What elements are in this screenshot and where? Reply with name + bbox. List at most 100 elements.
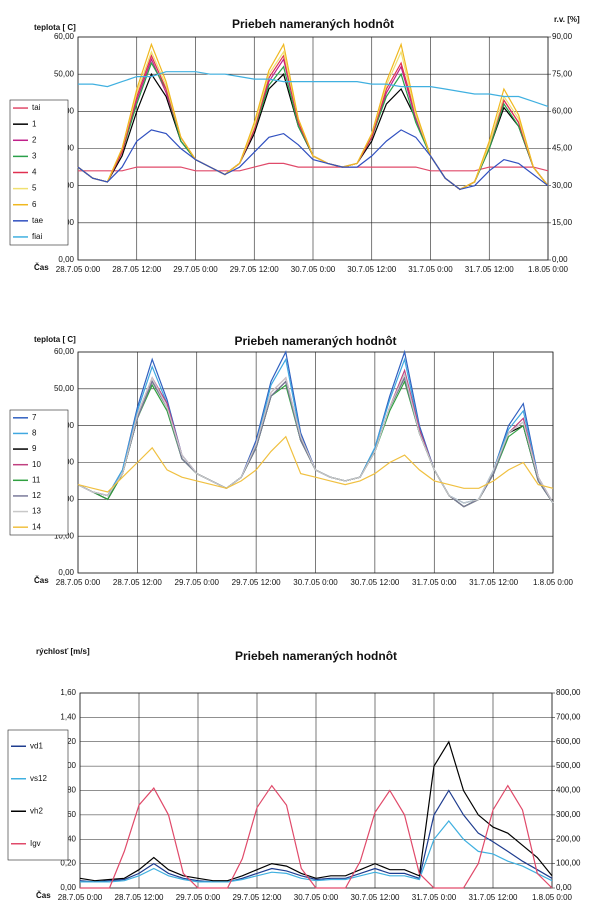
legend-label: 1: [32, 119, 37, 128]
y2-tick-label: 200,00: [556, 834, 581, 843]
x-tick-label: 28.7.05 0:00: [58, 893, 103, 902]
y-tick-label: 0,00: [60, 883, 76, 892]
x-tick-label: 30.7.05 0:00: [291, 265, 336, 274]
series-line: [79, 740, 553, 882]
y-axis-label: rýchlosť [m/s]: [36, 647, 90, 656]
x-tick-label: 29.7.05 0:00: [173, 265, 218, 274]
y2-tick-label: 0,00: [556, 883, 572, 892]
chart-title: Priebeh nameraných hodnôt: [234, 334, 396, 348]
y-tick-label: 1,40: [60, 712, 76, 721]
x-tick-label: 29.7.05 0:00: [176, 893, 221, 902]
y2-tick-label: 90,00: [552, 32, 573, 41]
legend-label: 6: [32, 200, 37, 209]
x-axis-label: Čas: [34, 263, 49, 272]
legend-box: [9, 409, 69, 536]
y-tick-label: 50,00: [54, 69, 75, 78]
x-tick-label: 29.7.05 12:00: [230, 265, 279, 274]
series-line: [77, 435, 554, 493]
y2-tick-label: 500,00: [556, 761, 581, 770]
legend-label: tai: [32, 103, 41, 112]
legend-label: 9: [32, 444, 37, 453]
x-axis-label: Čas: [34, 576, 49, 585]
y2-tick-label: 400,00: [556, 786, 581, 795]
legend-box: [7, 729, 69, 861]
y2-tick-label: 700,00: [556, 712, 581, 721]
y2-tick-label: 800,00: [556, 688, 581, 697]
series-line: [79, 789, 553, 883]
legend-label: vs12: [30, 774, 47, 783]
x-tick-label: 31.7.05 0:00: [412, 578, 457, 587]
y-tick-label: 0,00: [58, 568, 74, 577]
plot-frame: [77, 351, 554, 574]
x-tick-label: 29.7.05 0:00: [175, 578, 220, 587]
y-tick-label: 0,80: [60, 786, 76, 795]
x-tick-label: 31.7.05 12:00: [465, 265, 514, 274]
plot-frame: [77, 36, 549, 261]
legend-label: tae: [32, 216, 44, 225]
legend-label: 12: [32, 491, 41, 500]
y-tick-label: 0,00: [58, 255, 74, 264]
x-axis-label: Čas: [36, 891, 51, 900]
y-tick-label: 10,00: [54, 531, 75, 540]
x-tick-label: 31.7.05 12:00: [469, 893, 518, 902]
legend-label: 13: [32, 507, 41, 516]
series-line: [80, 820, 553, 883]
legend-label: fiai: [32, 232, 42, 241]
legend-label: 8: [32, 429, 37, 438]
x-tick-label: 1.8.05 0:00: [532, 893, 573, 902]
x-tick-label: 28.7.05 0:00: [56, 578, 101, 587]
x-tick-label: 31.7.05 0:00: [408, 265, 453, 274]
y2-tick-label: 75,00: [552, 69, 573, 78]
x-tick-label: 29.7.05 12:00: [232, 578, 281, 587]
y-tick-label: 50,00: [54, 384, 75, 393]
y2-axis-label: r.v. [%]: [554, 15, 580, 24]
y-tick-label: 0,20: [60, 859, 76, 868]
series-line: [77, 42, 549, 191]
y2-tick-label: 0,00: [552, 255, 568, 264]
x-tick-label: 28.7.05 12:00: [115, 893, 164, 902]
y-tick-label: 1,00: [60, 761, 76, 770]
x-tick-label: 30.7.05 0:00: [294, 893, 339, 902]
legend-label: vd1: [30, 741, 43, 750]
y-axis-label: teplota [ C]: [34, 335, 76, 344]
x-tick-label: 30.7.05 12:00: [350, 578, 399, 587]
x-tick-label: 28.7.05 0:00: [56, 265, 101, 274]
y-tick-label: 0,60: [60, 810, 76, 819]
series-line: [78, 71, 549, 107]
series-line: [80, 784, 553, 889]
series-line: [77, 129, 549, 191]
x-tick-label: 30.7.05 0:00: [293, 578, 338, 587]
y-axis-label: teplota [ C]: [34, 23, 76, 32]
legend-label: 5: [32, 184, 37, 193]
y2-tick-label: 45,00: [552, 144, 573, 153]
chart-title: Priebeh nameraných hodnôt: [235, 649, 397, 663]
x-tick-label: 1.8.05 0:00: [528, 265, 569, 274]
x-tick-label: 31.7.05 12:00: [469, 578, 518, 587]
x-tick-label: 29.7.05 12:00: [233, 893, 282, 902]
x-tick-label: 30.7.05 12:00: [347, 265, 396, 274]
y2-tick-label: 100,00: [556, 859, 581, 868]
legend-label: 14: [32, 522, 41, 531]
series-line: [78, 162, 549, 172]
chart-title: Priebeh nameraných hodnôt: [232, 17, 394, 31]
y2-tick-label: 15,00: [552, 218, 573, 227]
y2-tick-label: 60,00: [552, 106, 573, 115]
legend-label: Igv: [30, 839, 41, 848]
x-tick-label: 28.7.05 12:00: [113, 578, 162, 587]
x-tick-label: 30.7.05 12:00: [351, 893, 400, 902]
y2-tick-label: 600,00: [556, 737, 581, 746]
x-tick-label: 1.8.05 0:00: [533, 578, 574, 587]
y-tick-label: 1,60: [60, 688, 76, 697]
y2-tick-label: 30,00: [552, 181, 573, 190]
series-line: [77, 372, 554, 504]
legend-label: 4: [32, 168, 37, 177]
y-tick-label: 1,20: [60, 737, 76, 746]
legend-label: 7: [32, 413, 37, 422]
legend-label: 10: [32, 460, 41, 469]
legend-label: 3: [32, 151, 37, 160]
legend-label: vh2: [30, 806, 43, 815]
legend-label: 11: [32, 475, 41, 484]
x-tick-label: 28.7.05 12:00: [112, 265, 161, 274]
